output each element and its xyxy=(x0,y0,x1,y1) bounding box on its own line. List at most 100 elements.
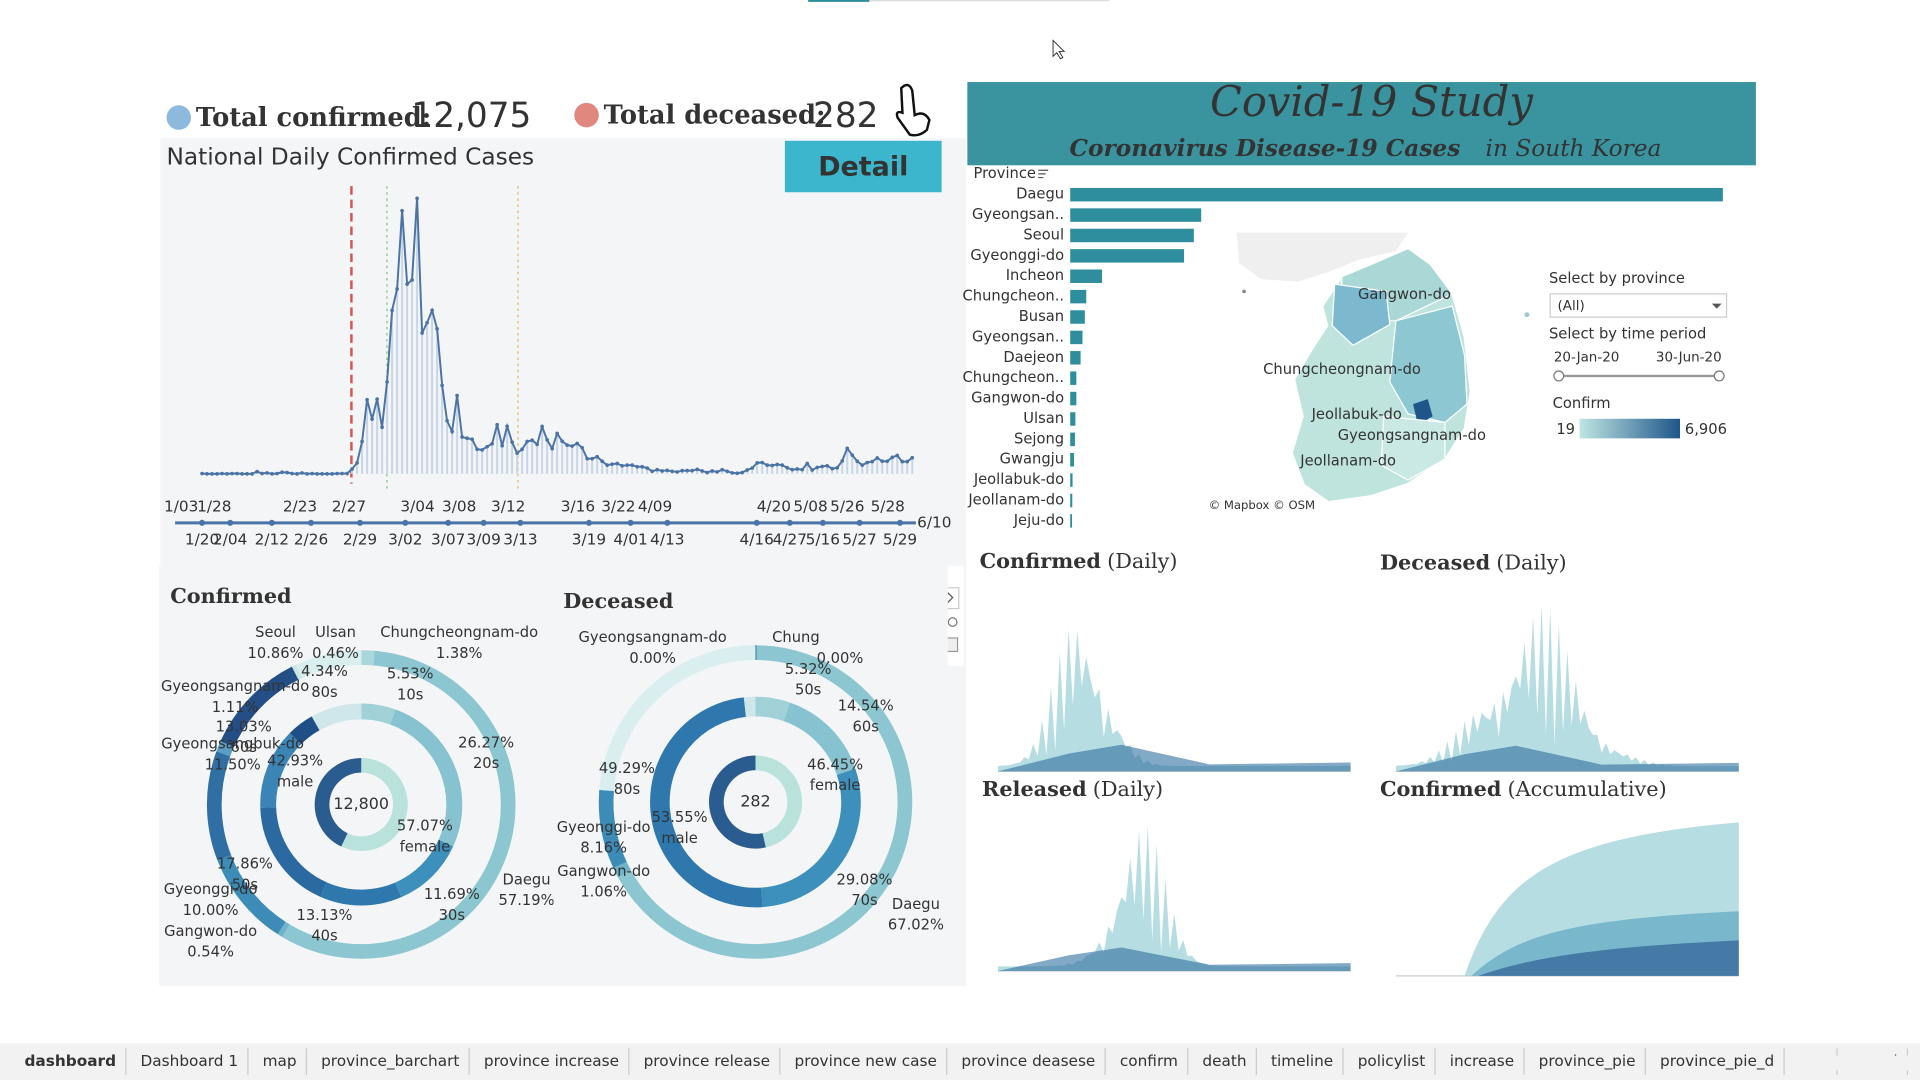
sheet-tab[interactable]: confirm xyxy=(1120,1052,1178,1070)
daily-point xyxy=(245,472,249,476)
daily-point xyxy=(465,436,469,441)
map-region xyxy=(1331,283,1391,347)
timeline-dot xyxy=(198,519,206,526)
province-dropdown-box[interactable] xyxy=(1549,293,1728,318)
detail-button[interactable]: Detail xyxy=(784,140,942,193)
daily-point xyxy=(525,439,529,444)
donut-percent: 67.02% xyxy=(888,917,944,934)
donut-name: 50s xyxy=(795,682,821,699)
province-dropdown-value[interactable]: (All) xyxy=(1558,299,1585,314)
small-chart-area xyxy=(997,825,1351,972)
province-bar xyxy=(1070,453,1074,467)
sheet-tab[interactable]: death xyxy=(1202,1052,1246,1070)
daily-point xyxy=(535,442,539,447)
province-label: Incheon xyxy=(1006,267,1064,284)
daily-point xyxy=(775,462,780,467)
daily-point xyxy=(205,472,209,476)
daily-point xyxy=(275,471,279,476)
cursor xyxy=(1052,39,1066,60)
time-slider-handle[interactable] xyxy=(1713,370,1725,382)
map-credit: © Mapbox © OSM xyxy=(1209,498,1315,512)
daily-point xyxy=(835,465,840,470)
province-bar xyxy=(1070,493,1073,508)
daily-point xyxy=(460,435,464,439)
timeline-dot xyxy=(268,519,275,526)
small-chart-area xyxy=(997,947,1351,972)
daily-point xyxy=(300,471,304,475)
donut-segment xyxy=(277,921,290,937)
sheet-tab[interactable]: province deasese xyxy=(961,1052,1095,1070)
sheet-tab[interactable]: province_pie xyxy=(1539,1052,1636,1071)
province-label: Jeollanam-do xyxy=(967,492,1064,509)
daily-point xyxy=(850,453,855,457)
daily-point xyxy=(370,417,374,422)
daily-point xyxy=(575,441,579,446)
sheet-tab[interactable]: province new case xyxy=(795,1052,937,1070)
small-chart-title: Released (Daily) xyxy=(982,775,1163,800)
next-arrow[interactable] xyxy=(947,592,954,603)
sort-icon xyxy=(1038,169,1049,179)
sheet-tab[interactable]: increase xyxy=(1450,1052,1514,1070)
date-label: 3/04 xyxy=(400,497,434,515)
daily-point xyxy=(415,196,419,201)
dropdown-arrow[interactable] xyxy=(1711,303,1722,309)
donut-segment xyxy=(220,666,299,748)
sheet-tab[interactable]: province_barchart xyxy=(321,1052,459,1071)
changes-slider-handle[interactable] xyxy=(947,617,958,627)
donut-segment xyxy=(650,697,763,908)
daily-point xyxy=(225,472,229,476)
time-end: 30-Jun-20 xyxy=(1656,351,1722,366)
donut-segment xyxy=(361,650,375,666)
daily-point xyxy=(700,469,705,473)
timeline-dot xyxy=(896,519,904,526)
daily-point xyxy=(565,443,569,447)
detail-button-bg[interactable] xyxy=(784,140,942,193)
daily-point xyxy=(705,470,710,475)
daily-point xyxy=(680,468,685,473)
donut-name: 30s xyxy=(439,907,465,924)
donut-name: Gyeongsangnam-do xyxy=(161,678,309,695)
donut-name: Ulsan xyxy=(315,624,356,641)
date-label: 3/19 xyxy=(572,531,606,549)
daily-point xyxy=(455,393,459,398)
date-label: 2/23 xyxy=(283,497,317,515)
daily-point xyxy=(810,468,815,472)
legend-title: Confirm xyxy=(1553,395,1611,412)
donut-segment xyxy=(390,709,463,847)
time-slider-handle[interactable] xyxy=(1553,370,1565,382)
daily-point xyxy=(445,418,449,423)
small-chart-title-bold: Confirmed xyxy=(980,548,1102,573)
daily-point xyxy=(380,425,384,430)
donut-center: 12,800 xyxy=(333,794,389,813)
daily-point xyxy=(725,469,730,474)
daily-point xyxy=(815,465,820,470)
sheet-tab[interactable]: timeline xyxy=(1271,1052,1333,1070)
sheet-tab[interactable]: province increase xyxy=(484,1052,619,1070)
daily-chart-title: National Daily Confirmed Cases xyxy=(167,143,535,170)
daily-point xyxy=(385,380,389,384)
daily-point xyxy=(645,466,650,470)
detail-button-label[interactable]: Detail xyxy=(818,151,908,182)
donut-segment xyxy=(598,789,627,869)
date-label: 2/27 xyxy=(332,497,366,515)
daily-point xyxy=(695,467,700,472)
sheet-tab[interactable]: dashboard xyxy=(24,1052,116,1070)
daily-point xyxy=(265,471,269,475)
daily-point xyxy=(570,444,574,448)
donut-name: 10s xyxy=(397,687,423,704)
sheet-tab[interactable]: province_pie_d xyxy=(1660,1052,1774,1071)
daily-point xyxy=(510,440,514,444)
small-chart-title: Confirmed (Daily) xyxy=(980,548,1178,573)
tab-bar-controls xyxy=(1790,1055,1913,1071)
province-dropdown[interactable]: (All) xyxy=(1549,293,1728,318)
small-chart-title-bold: Confirmed xyxy=(1380,775,1502,800)
sheet-tab[interactable]: policylist xyxy=(1358,1052,1426,1070)
province-label: Gyeongsan.. xyxy=(972,328,1064,345)
sheet-tab[interactable]: Dashboard 1 xyxy=(141,1052,239,1070)
province-bar xyxy=(1070,473,1073,487)
legend-min: 19 xyxy=(1556,421,1575,438)
daily-point xyxy=(655,467,660,472)
sheet-tab[interactable]: map xyxy=(263,1052,297,1070)
sheet-tab[interactable]: province release xyxy=(644,1052,770,1070)
daily-point xyxy=(595,454,599,459)
